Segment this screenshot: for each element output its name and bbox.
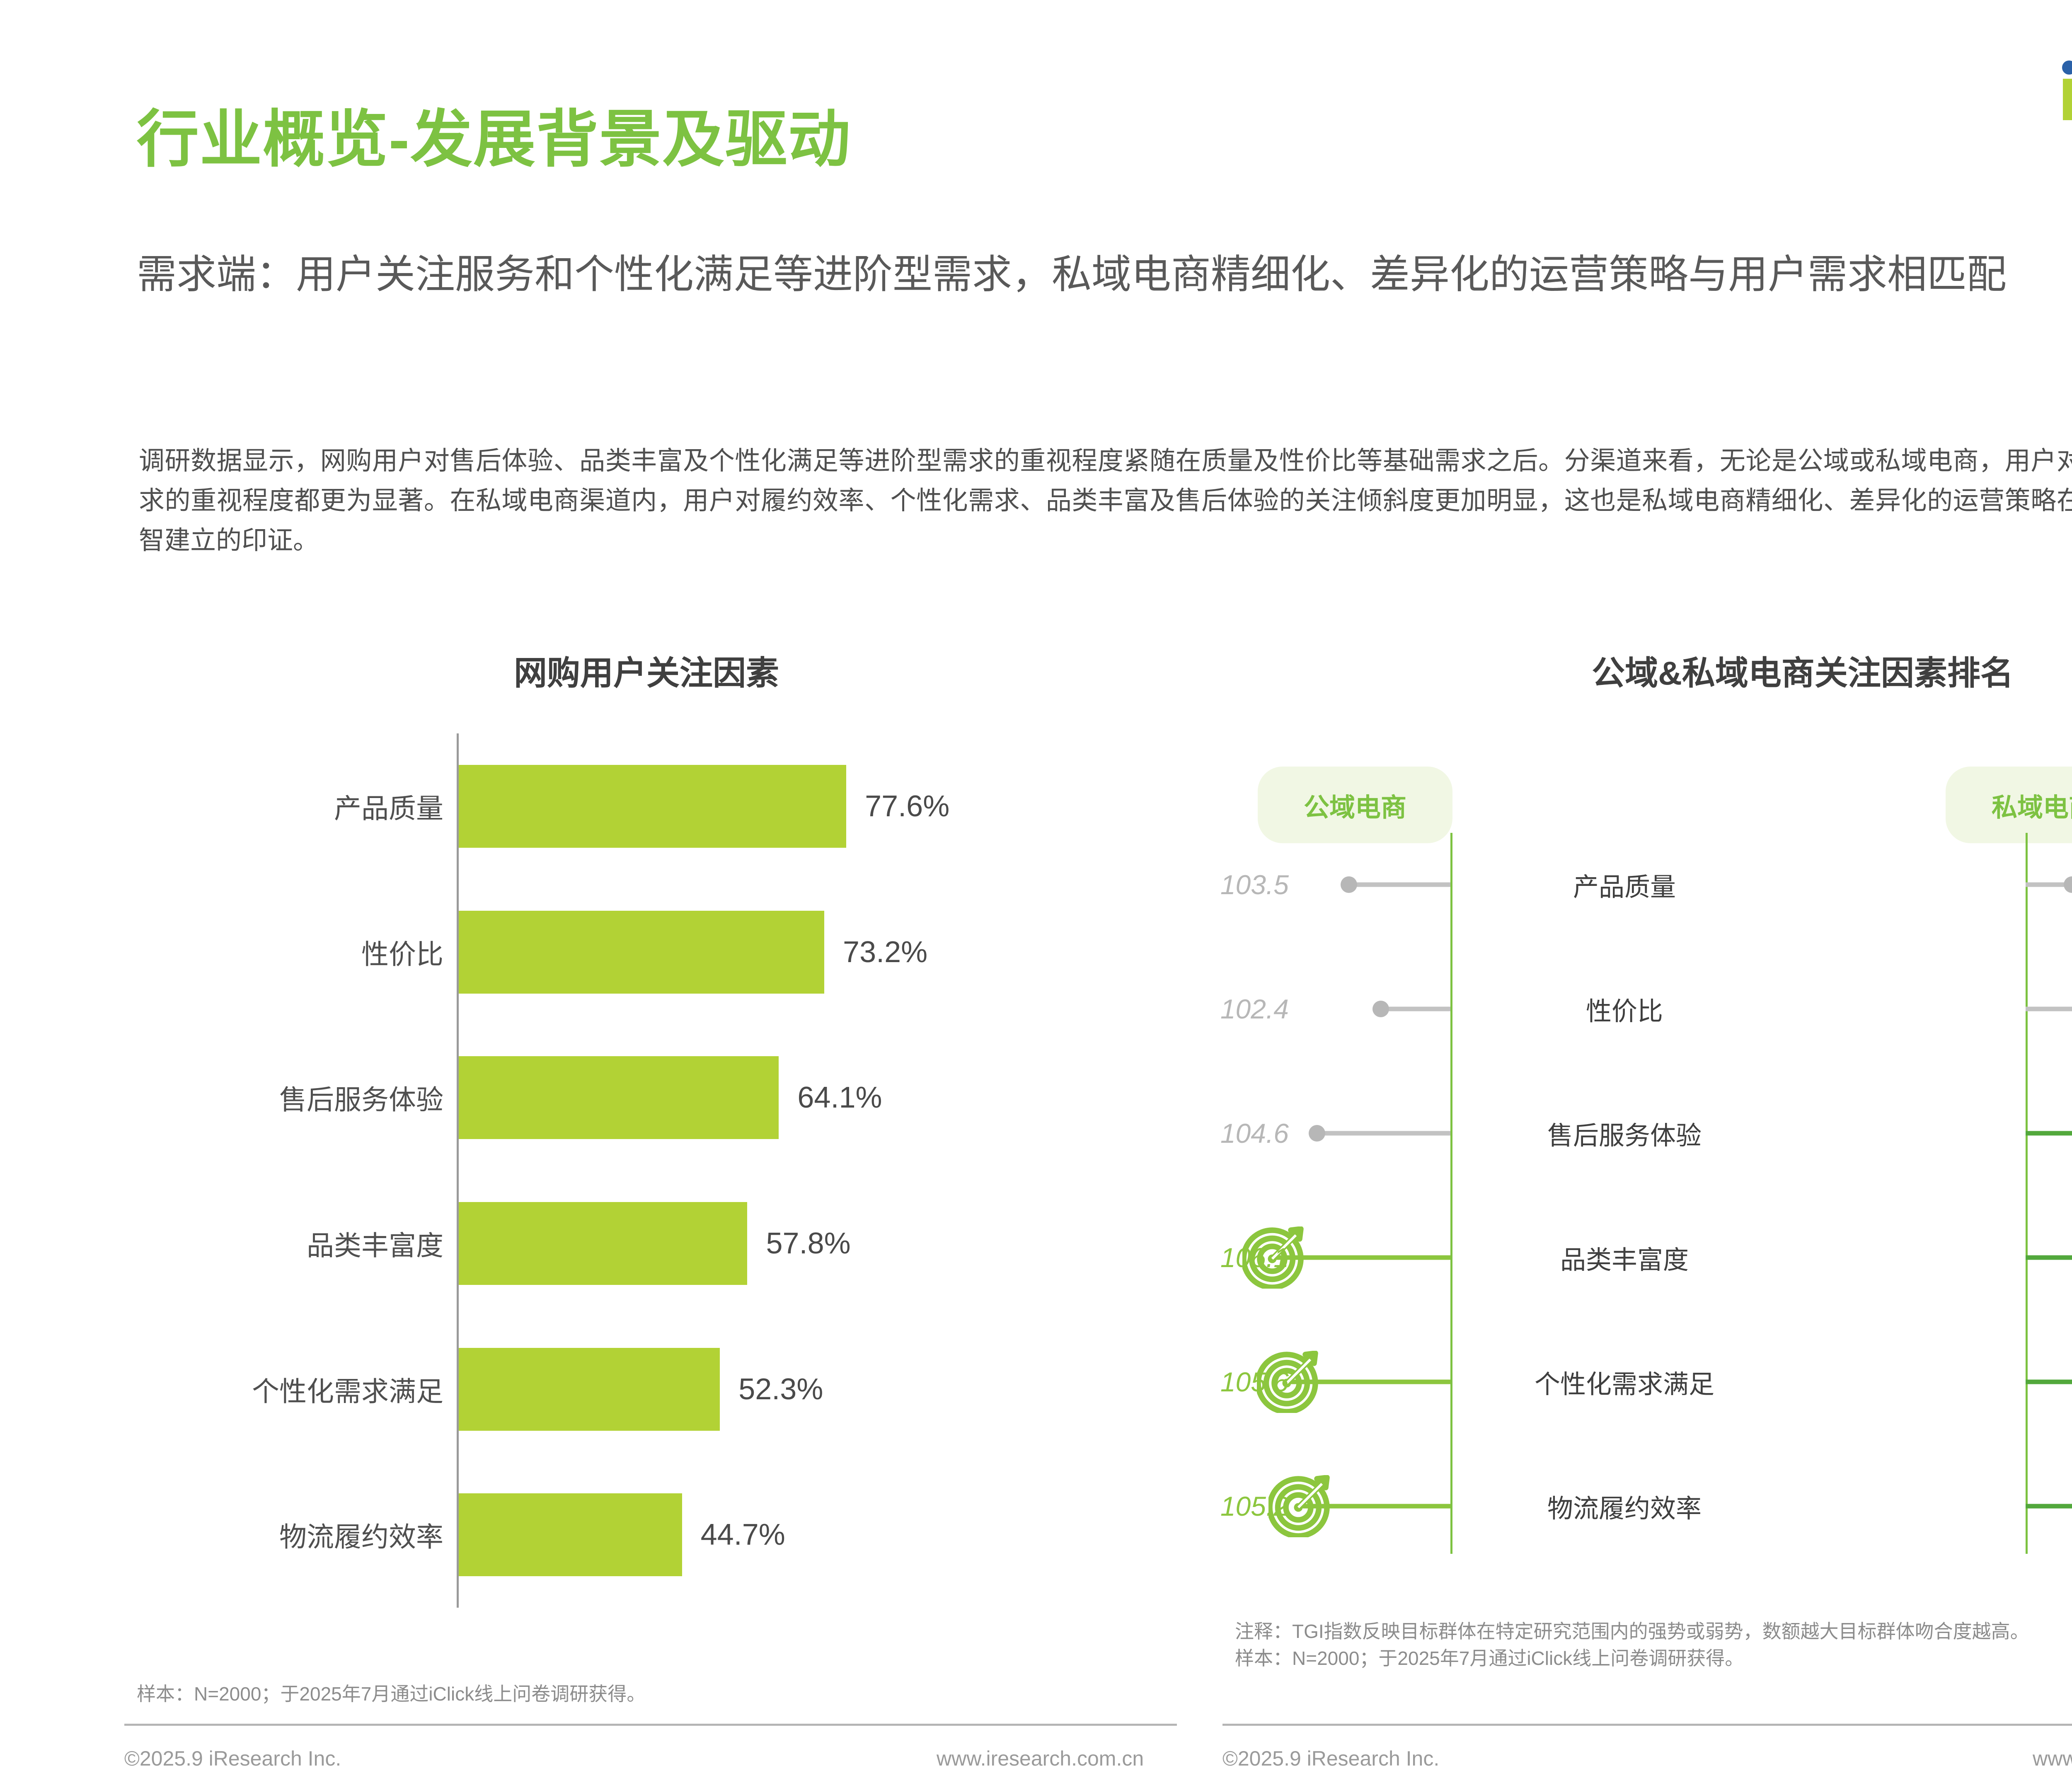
tgi-value-public: 103.5 (1220, 869, 1289, 900)
bar-value-label: 44.7% (700, 1518, 785, 1552)
footer-url-right: www.iresearch.com.cn (2033, 1747, 2072, 1770)
bar-value-label: 57.8% (766, 1226, 851, 1260)
tgi-stem-public (1349, 882, 1450, 887)
logo-i-stem-icon (2063, 79, 2072, 120)
bar-row: 性价比 73.2% (124, 910, 1169, 994)
left-chart-note: 样本：N=2000；于2025年7月通过iClick线上问卷调研获得。 (137, 1683, 646, 1705)
right-chart-notes: 注释：TGI指数反映目标群体在特定研究范围内的强势或弱势，数额越大目标群体吻合度… (1235, 1618, 2072, 1672)
logo-mark: Research (2047, 50, 2072, 124)
bar-row: 售后服务体验 64.1% (124, 1056, 1169, 1139)
tgi-value-public: 106.1 (1220, 1242, 1289, 1273)
left-chart-title: 网购用户关注因素 (514, 655, 779, 692)
tgi-dot-icon (1372, 1001, 1389, 1017)
right-chart-panel: 公域&私域电商关注因素排名 公域电商 私域电商 产品质量103.5101.6性价… (1220, 646, 2072, 1682)
tgi-value-public: 105.6 (1220, 1367, 1289, 1397)
bar-category-label: 品类丰富度 (307, 1230, 443, 1261)
bar-category-label: 个性化需求满足 (252, 1376, 443, 1407)
footer-copyright-left: ©2025.9 iResearch Inc. (124, 1747, 341, 1770)
bar-value-label: 73.2% (843, 935, 928, 969)
tgi-dot-icon (2064, 876, 2072, 893)
bar-fill (459, 1347, 720, 1431)
bar-row: 物流履约效率 44.7% (124, 1493, 1169, 1577)
tgi-stem-public (1273, 1255, 1450, 1260)
footer-divider-left (124, 1724, 1177, 1726)
tgi-stem-private (2026, 1504, 2072, 1509)
tgi-category-label: 个性化需求满足 (1534, 1370, 1714, 1399)
tgi-dot-icon (1309, 1125, 1325, 1142)
bar-fill (459, 910, 825, 994)
tgi-value-public: 104.6 (1220, 1118, 1289, 1149)
tgi-stem-public (1300, 1504, 1450, 1509)
tgi-stem-private (2026, 1131, 2072, 1136)
bar-fill (459, 1056, 779, 1139)
tgi-stem-private (2026, 1255, 2072, 1260)
tgi-stem-private (2026, 882, 2072, 887)
bar-row: 个性化需求满足 52.3% (124, 1347, 1169, 1431)
tgi-category-label: 品类丰富度 (1560, 1246, 1689, 1275)
tgi-category-label: 性价比 (1585, 997, 1663, 1026)
bar-fill (459, 1493, 682, 1577)
bar-category-label: 物流履约效率 (279, 1522, 443, 1553)
bar-category-label: 性价比 (361, 939, 443, 970)
private-baseline (2026, 833, 2028, 1554)
target-icon (1255, 1350, 1319, 1415)
iresearch-logo: Research 艾瑞咨询 (2047, 50, 2072, 174)
right-chart-sample-note: 样本：N=2000；于2025年7月通过iClick线上问卷调研获得。 (1235, 1647, 1744, 1669)
right-chart-title: 公域&私域电商关注因素排名 (1592, 655, 2014, 692)
bar-row: 产品质量 77.6% (124, 764, 1169, 848)
public-baseline (1450, 833, 1452, 1554)
tgi-stem-public (1317, 1131, 1450, 1136)
left-chart-panel: 网购用户关注因素 产品质量 77.6% 性价比 73.2% 售后服务体验 64.1% 品类丰… (124, 646, 1169, 1674)
bar-fill (459, 764, 847, 848)
tgi-dot-icon (1341, 876, 1357, 893)
horizontal-bar-chart: 产品质量 77.6% 性价比 73.2% 售后服务体验 64.1% 品类丰富度 57.8% 个性… (124, 733, 1169, 1608)
pill-private-ecommerce: 私域电商 (1946, 767, 2072, 843)
footer-copyright-right: ©2025.9 iResearch Inc. (1222, 1747, 1440, 1770)
tgi-category-label: 产品质量 (1573, 873, 1676, 902)
pill-public-ecommerce: 公域电商 (1258, 767, 1452, 843)
tgi-comparison-chart: 公域电商 私域电商 产品质量103.5101.6性价比102.4103.2售后服… (1220, 767, 2072, 1575)
tgi-stem-private (2026, 1379, 2072, 1384)
tgi-category-label: 售后服务体验 (1547, 1122, 1702, 1150)
tgi-stem-public (1381, 1006, 1450, 1011)
tgi-stem-public (1288, 1379, 1450, 1384)
body-paragraph: 调研数据显示，网购用户对售后体验、品类丰富及个性化满足等进阶型需求的重视程度紧随… (139, 447, 2072, 555)
slide-subtitle: 需求端：用户关注服务和个性化满足等进阶型需求，私域电商精细化、差异化的运营策略与… (137, 252, 2007, 297)
footer-url-left: www.iresearch.com.cn (937, 1747, 1144, 1770)
page-title: 行业概览-发展背景及驱动 (137, 104, 851, 174)
logo-i-dot-icon (2062, 60, 2072, 75)
chart-axis-line (457, 733, 459, 1608)
tgi-stem-private (2026, 1006, 2072, 1011)
target-icon (1267, 1475, 1331, 1539)
bar-fill (459, 1202, 748, 1285)
bar-row: 品类丰富度 57.8% (124, 1202, 1169, 1285)
tgi-value-public: 105.2 (1220, 1491, 1289, 1522)
bar-category-label: 产品质量 (334, 793, 443, 824)
bar-category-label: 售后服务体验 (279, 1084, 443, 1115)
tgi-category-label: 物流履约效率 (1547, 1495, 1702, 1523)
tgi-value-public: 102.4 (1220, 994, 1289, 1024)
footer-divider-right (1222, 1724, 2072, 1726)
bar-value-label: 64.1% (797, 1081, 882, 1115)
tgi-definition-note: 注释：TGI指数反映目标群体在特定研究范围内的强势或弱势，数额越大目标群体吻合度… (1235, 1621, 2029, 1642)
target-icon (1241, 1226, 1305, 1290)
bar-value-label: 77.6% (865, 789, 950, 823)
bar-value-label: 52.3% (738, 1372, 823, 1406)
